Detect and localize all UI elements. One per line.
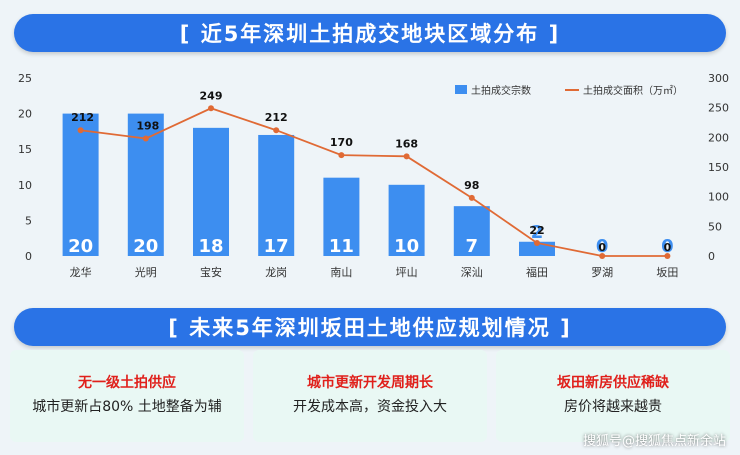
section-title-banner: [ 未来5年深圳坂田土地供应规划情况 ] [14, 308, 726, 346]
bar [193, 127, 229, 256]
y-left-tick-label: 5 [25, 214, 32, 227]
bar [453, 206, 490, 256]
bar [127, 113, 164, 256]
line-value-label: 0 [664, 241, 672, 254]
y-right-tick-label: 150 [708, 161, 729, 174]
x-category-label: 罗湖 [591, 266, 613, 279]
x-category-label: 光明 [135, 265, 157, 279]
line-value-label: 170 [330, 136, 353, 149]
line-point [338, 152, 345, 159]
y-left-tick-label: 10 [18, 179, 32, 192]
bar [62, 113, 99, 256]
bar-value-label: 17 [264, 236, 289, 257]
bar-value-label: 18 [198, 236, 223, 257]
bar [258, 134, 295, 256]
legend-line-label: 土拍成交面积（万㎡） [583, 84, 683, 97]
y-right-tick-label: 100 [708, 191, 729, 204]
line-point [208, 105, 214, 112]
line-point [273, 127, 280, 134]
x-category-label: 宝安 [200, 265, 222, 279]
y-left-tick-label: 15 [18, 143, 32, 156]
line-value-label: 212 [265, 111, 288, 124]
y-right-tick-label: 0 [708, 250, 715, 263]
line-point [599, 253, 606, 259]
line-value-label: 168 [395, 137, 418, 150]
info-card-1: 无一级土拍供应 城市更新占80% 土地整备为辅 [10, 350, 244, 442]
y-right-tick-label: 250 [708, 102, 729, 115]
card-body: 城市更新占80% 土地整备为辅 [32, 399, 222, 415]
y-left-tick-label: 0 [25, 250, 32, 263]
line-point [403, 153, 410, 160]
bar-value-label: 0 [661, 236, 674, 257]
area-series-line [80, 107, 668, 257]
x-category-label: 龙岗 [265, 266, 287, 279]
line-point [77, 127, 84, 134]
line-value-label: 249 [200, 89, 223, 102]
bar-value-label: 7 [466, 236, 479, 257]
line-value-label: 0 [598, 241, 606, 254]
y-left-tick-label: 20 [18, 108, 32, 121]
line-point [664, 253, 671, 259]
x-category-label: 福田 [526, 265, 548, 279]
info-card-3: 坂田新房供应稀缺 房价将越来越贵 [496, 350, 730, 442]
y-left-tick-label: 25 [18, 72, 32, 85]
y-right-tick-label: 200 [708, 131, 729, 144]
bar-value-label: 10 [394, 236, 419, 257]
x-category-label: 南山 [330, 266, 352, 279]
bar-value-label: 2 [531, 222, 544, 243]
info-card-2: 城市更新开发周期长 开发成本高，资金投入大 [253, 350, 487, 442]
card-body: 房价将越来越贵 [564, 399, 662, 415]
bar [323, 177, 360, 256]
bar-value-label: 20 [68, 236, 93, 257]
watermark: 搜狐号@搜狐焦点新余站 [582, 434, 726, 449]
bar-value-label: 0 [596, 236, 609, 257]
y-right-tick-label: 300 [708, 72, 729, 85]
line-point [142, 135, 149, 142]
legend-bar-label: 土拍成交宗数 [471, 84, 531, 97]
card-title: 城市更新开发周期长 [307, 375, 433, 391]
line-point [534, 239, 540, 246]
card-title: 无一级土拍供应 [78, 375, 176, 391]
x-category-label: 坪山 [396, 266, 418, 279]
line-value-label: 98 [464, 179, 479, 192]
bar-value-label: 20 [133, 236, 158, 257]
card-title: 坂田新房供应稀缺 [557, 375, 669, 391]
y-right-tick-label: 50 [708, 220, 722, 233]
x-category-label: 坂田 [656, 266, 678, 279]
x-category-label: 龙华 [70, 265, 92, 279]
x-category-label: 深汕 [461, 266, 483, 279]
legend-bar-swatch [455, 85, 467, 94]
chart-title-banner: [ 近5年深圳土拍成交地块区域分布 ] [14, 14, 726, 52]
card-body: 开发成本高，资金投入大 [293, 399, 447, 415]
line-value-label: 212 [71, 111, 94, 124]
bar-value-label: 11 [329, 236, 354, 257]
bar [388, 184, 425, 256]
line-value-label: 198 [136, 120, 159, 133]
line-value-label: 22 [529, 224, 544, 237]
line-point [468, 194, 475, 201]
